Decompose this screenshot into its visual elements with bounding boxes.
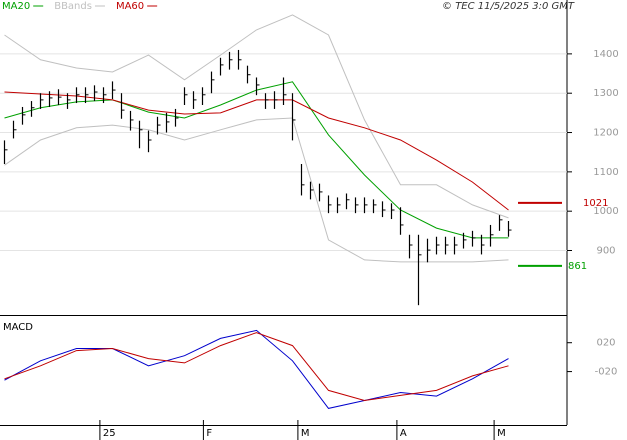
y-tick-label: 1100 bbox=[593, 167, 618, 178]
y-tick-label: 1000 bbox=[593, 206, 618, 217]
y-tick-label: -020 bbox=[595, 367, 618, 378]
y-tick-label: 020 bbox=[596, 338, 615, 349]
x-tick-label: M bbox=[301, 428, 310, 439]
level-label: 861 bbox=[568, 261, 587, 272]
bband-upper bbox=[4, 14, 509, 219]
y-tick-label: 1400 bbox=[593, 49, 618, 60]
macd-line bbox=[4, 329, 509, 409]
legend-label: MA60 bbox=[116, 1, 144, 12]
y-tick-label: 1200 bbox=[593, 128, 618, 139]
source: © TEC 11/5/2025 3:0 GMT bbox=[442, 1, 575, 12]
bband-lower bbox=[4, 117, 509, 263]
x-tick-label: F bbox=[206, 428, 212, 439]
x-tick-label: 25 bbox=[103, 428, 116, 439]
moving-average bbox=[4, 91, 509, 211]
legend-label: BBands bbox=[54, 1, 92, 12]
legend-label: MA20 bbox=[2, 1, 30, 12]
macd-title: MACD bbox=[3, 322, 33, 333]
x-tick-label: A bbox=[400, 428, 407, 439]
y-tick-label: 1300 bbox=[593, 88, 618, 99]
level-label: 1021 bbox=[583, 198, 608, 209]
y-tick-label: 900 bbox=[596, 246, 615, 257]
x-tick-label: M bbox=[497, 428, 506, 439]
macd-line bbox=[4, 332, 509, 402]
